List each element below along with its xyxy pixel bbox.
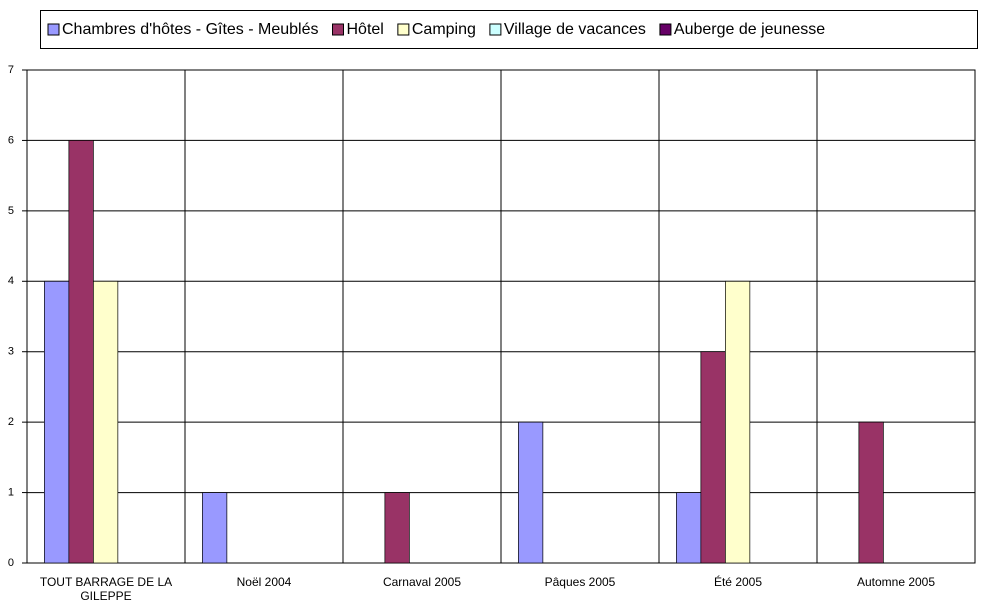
bar — [68, 140, 94, 564]
legend-label: Auberge de jeunesse — [674, 21, 825, 38]
legend-swatch — [489, 23, 502, 36]
legend-label: Village de vacances — [504, 21, 646, 38]
x-tick-label: Été 2005 — [713, 575, 763, 589]
bar — [93, 280, 119, 564]
bar — [700, 351, 726, 564]
y-tick-label: 5 — [8, 205, 14, 217]
x-tick-label: TOUT BARRAGE DE LA GILEPPE — [39, 575, 173, 603]
legend-swatch — [659, 23, 672, 36]
bar — [725, 280, 751, 564]
bar — [518, 421, 544, 564]
bar — [202, 492, 228, 564]
y-tick-label: 3 — [8, 346, 14, 358]
y-tick-label: 2 — [8, 416, 14, 428]
bar — [676, 492, 702, 564]
x-tick-label: Automne 2005 — [856, 575, 936, 589]
x-tick-label: Noël 2004 — [236, 575, 292, 589]
y-tick-label: 7 — [8, 64, 14, 76]
plot-frame — [26, 69, 976, 564]
x-tick-label: Pâques 2005 — [544, 575, 616, 589]
legend-label: Chambres d'hôtes - Gîtes - Meublés — [62, 21, 319, 38]
bar — [44, 280, 70, 564]
legend-label: Camping — [412, 21, 476, 38]
x-tick-label: Carnaval 2005 — [382, 575, 462, 589]
legend-label: Hôtel — [347, 21, 384, 38]
legend-swatch — [397, 23, 410, 36]
y-tick-label: 1 — [8, 486, 14, 498]
legend-swatch — [332, 23, 344, 36]
y-tick-label: 4 — [8, 275, 14, 287]
y-tick-label: 6 — [8, 134, 14, 146]
legend-box — [40, 10, 978, 49]
bar — [384, 492, 410, 564]
legend-swatch — [47, 23, 60, 36]
bar — [858, 421, 884, 564]
y-tick-label: 0 — [8, 557, 14, 569]
